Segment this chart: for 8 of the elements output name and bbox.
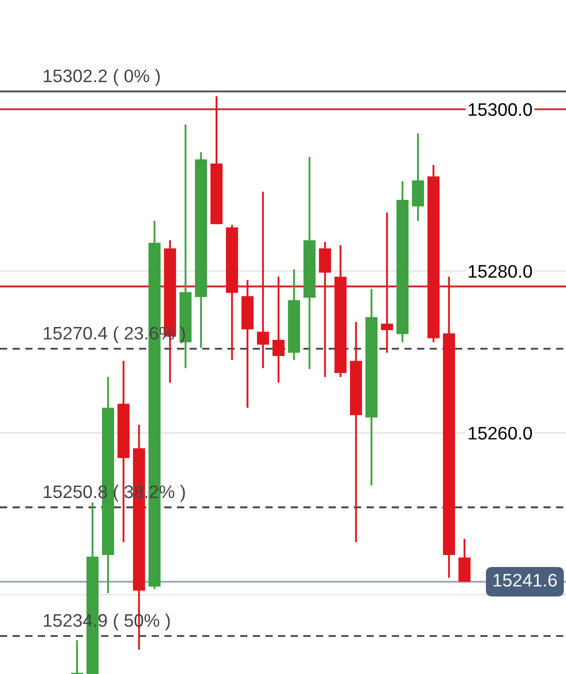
candlestick bbox=[256, 190, 270, 370]
y-tick-label: 15300.0 bbox=[468, 103, 532, 116]
y-tick-label: 15280.0 bbox=[468, 264, 532, 278]
ref-line-label: 15241.6 bbox=[494, 574, 557, 587]
ref-line-label: 15302.2 ( 0% ) bbox=[44, 69, 160, 86]
candlestick bbox=[380, 212, 394, 354]
y-tick-label: 15260.0 bbox=[468, 426, 532, 440]
candlestick bbox=[272, 276, 285, 384]
